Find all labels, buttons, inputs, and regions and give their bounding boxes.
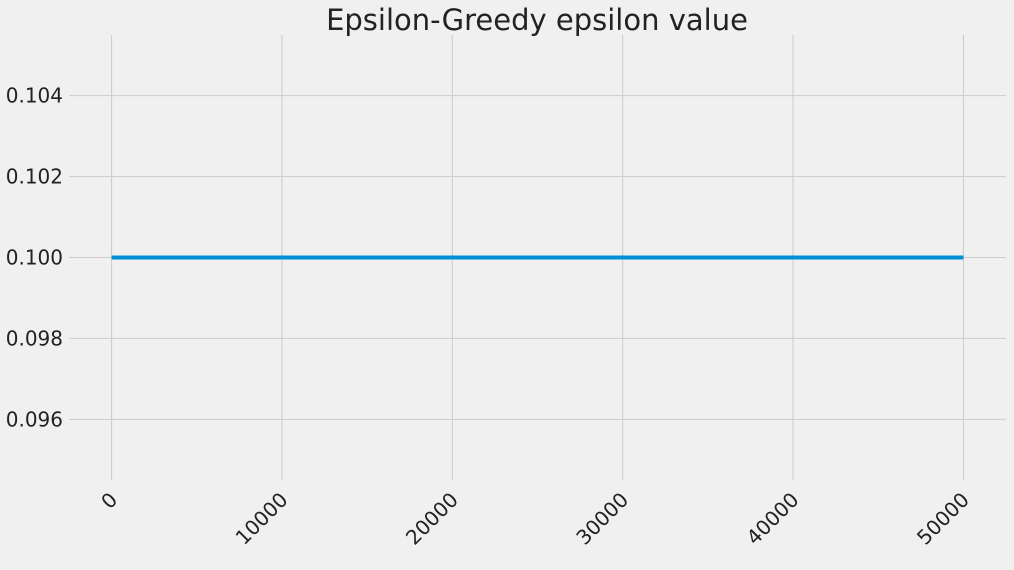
y-tick-label: 0.100 (6, 246, 63, 270)
y-tick-label: 0.098 (6, 326, 63, 350)
chart-title: Epsilon-Greedy epsilon value (326, 3, 748, 37)
y-tick-label: 0.104 (6, 84, 63, 108)
y-tick-label: 0.096 (6, 407, 63, 431)
y-tick-labels: 0.096 0.098 0.100 0.102 0.104 (6, 84, 63, 432)
y-tick-label: 0.102 (6, 165, 63, 189)
